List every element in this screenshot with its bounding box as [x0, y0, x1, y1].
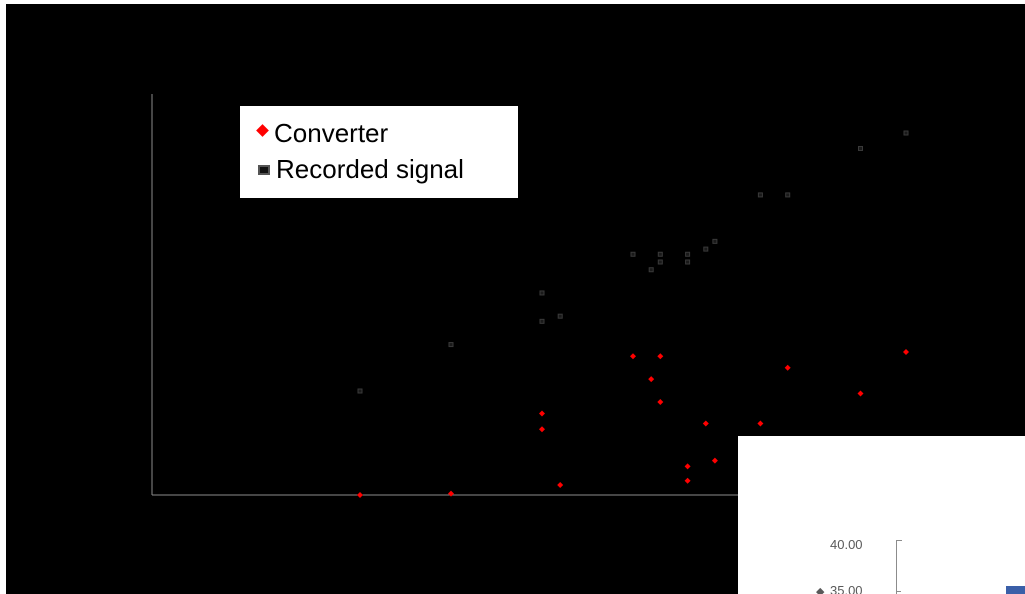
converter-series — [357, 349, 909, 498]
recorded-signal-point — [448, 342, 454, 348]
recorded-signal-point — [712, 238, 718, 244]
converter-point — [630, 353, 636, 360]
converter-point — [857, 390, 864, 397]
converter-point — [648, 376, 655, 383]
converter-point — [711, 457, 718, 464]
converter-point — [448, 490, 454, 497]
recorded-signal-point — [757, 192, 763, 198]
converter-point — [757, 420, 764, 427]
inset-bar — [1006, 586, 1025, 594]
top-border — [0, 0, 1025, 4]
recorded-signal-point — [557, 313, 563, 319]
converter-point — [657, 353, 664, 360]
converter-point — [903, 349, 909, 355]
recorded-signal-point — [903, 130, 909, 136]
inset-tick-label: 40.00 — [830, 537, 863, 552]
converter-point — [684, 477, 691, 484]
inset-tick-label: 35.00 — [830, 583, 863, 594]
legend-label-converter: Converter — [274, 118, 389, 148]
recorded-signal-point — [648, 267, 654, 273]
inset-axis-line — [896, 540, 902, 594]
recorded-signal-point — [539, 318, 545, 324]
square-marker-icon — [258, 164, 270, 175]
converter-point — [657, 399, 664, 406]
converter-point — [539, 426, 545, 433]
recorded-signal-point — [630, 251, 636, 257]
converter-point — [357, 492, 363, 498]
converter-point — [539, 410, 545, 417]
recorded-signal-point — [703, 246, 709, 252]
legend: Converter Recorded signal — [240, 106, 518, 198]
inset-marker-glyph: ◆ — [816, 586, 825, 594]
recorded-signal-point — [685, 259, 691, 265]
converter-point — [557, 481, 564, 488]
recorded-signal-point — [657, 251, 663, 257]
recorded-signal-point — [785, 192, 791, 198]
legend-item-recorded-signal: Recorded signal — [258, 154, 464, 185]
converter-point — [684, 463, 691, 470]
diamond-marker-icon — [256, 124, 269, 137]
left-border — [0, 0, 6, 594]
recorded-signal-point — [685, 251, 691, 257]
legend-label-recorded-signal: Recorded signal — [276, 154, 464, 184]
recorded-signal-point — [657, 259, 663, 265]
converter-point — [784, 364, 791, 371]
recorded-signal-point — [357, 388, 363, 394]
recorded-signal-point — [858, 145, 863, 151]
inset-chart-fragment: 40.00 ◆ 35.00 — [738, 436, 1025, 594]
converter-point — [702, 420, 709, 427]
recorded-signal-point — [539, 290, 545, 296]
inset-axis-tick — [896, 591, 901, 592]
legend-item-converter: Converter — [256, 118, 389, 149]
recorded-signal-series — [357, 130, 909, 394]
